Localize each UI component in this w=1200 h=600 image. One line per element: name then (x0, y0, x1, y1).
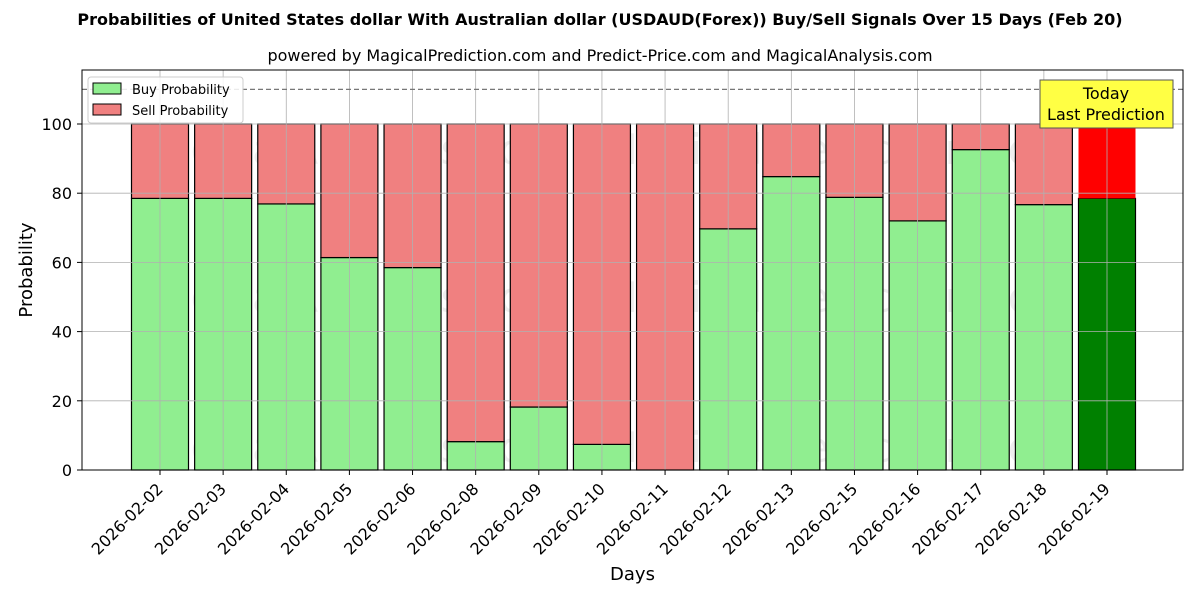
y-tick-label: 40 (52, 323, 72, 342)
y-tick-label: 80 (52, 184, 72, 203)
today-annotation-line1: Today (1082, 84, 1129, 103)
y-tick-label: 100 (41, 115, 72, 134)
legend-label-sell: Sell Probability (132, 104, 229, 119)
chart-title: Probabilities of United States dollar Wi… (77, 10, 1123, 29)
chart-subtitle: powered by MagicalPrediction.com and Pre… (267, 46, 933, 65)
y-tick-label: 0 (62, 461, 72, 480)
y-tick-label: 60 (52, 253, 72, 272)
legend-box (87, 76, 244, 124)
legend-label-buy: Buy Probability (132, 83, 230, 98)
plot-frame (81, 69, 1184, 471)
legend-swatch-buy (92, 82, 122, 95)
x-axis-label: Days (610, 564, 655, 585)
y-axis-label: Probability (16, 222, 37, 317)
legend-swatch-sell (92, 103, 122, 116)
y-tick-label: 20 (52, 392, 72, 411)
today-annotation-box (1039, 79, 1174, 129)
today-annotation-line2: Last Prediction (1047, 105, 1165, 124)
